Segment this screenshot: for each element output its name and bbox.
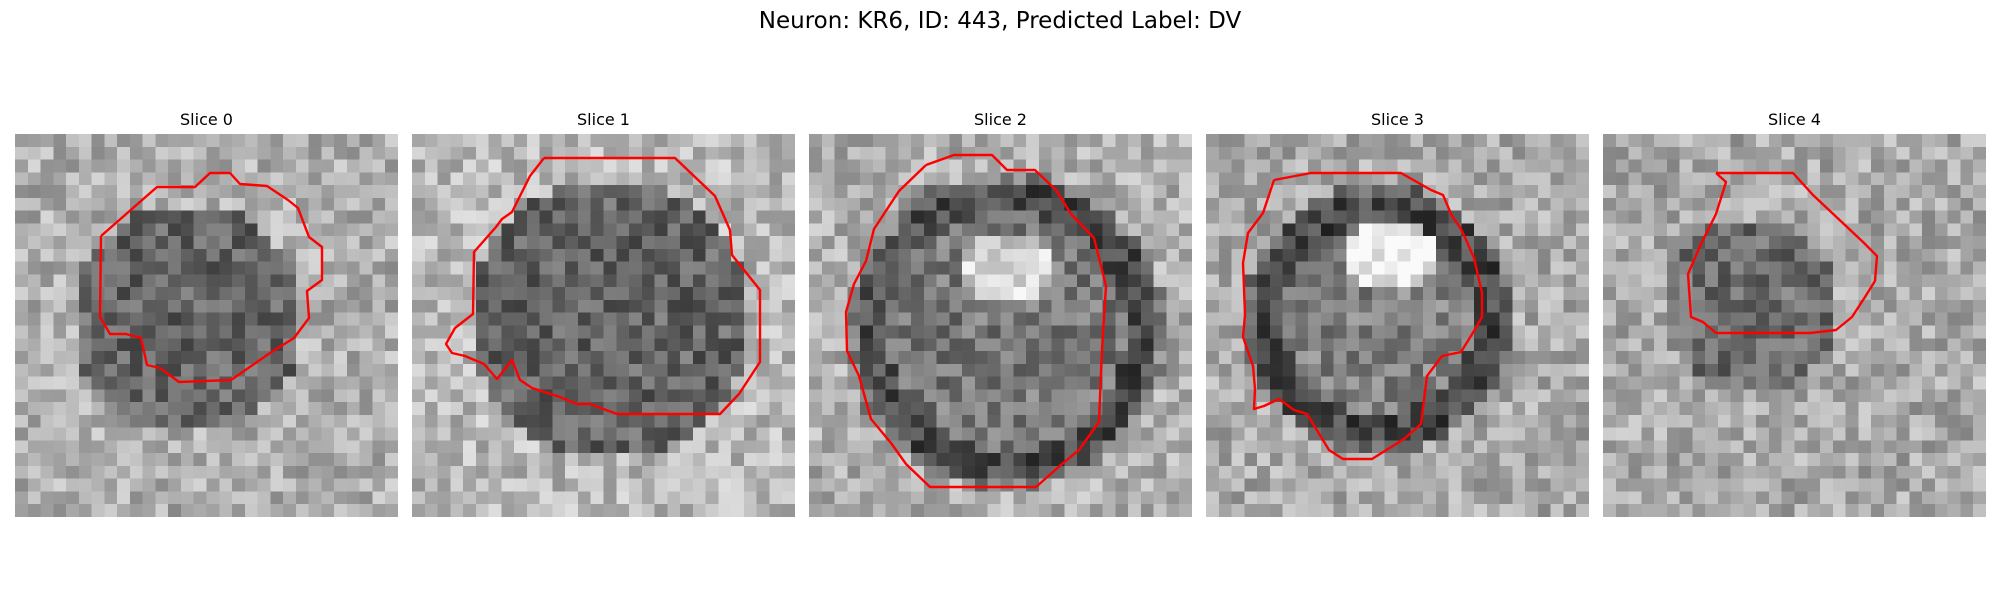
segmentation-outline-3 — [1241, 171, 1484, 461]
slice-title-1: Slice 1 — [577, 110, 630, 129]
slice-pixels-0 — [15, 134, 398, 517]
slice-title-4: Slice 4 — [1768, 110, 1821, 129]
slice-title-2: Slice 2 — [974, 110, 1027, 129]
slice-panel-1: Slice 1 — [412, 108, 795, 517]
slice-pixels-4 — [1603, 134, 1986, 517]
slice-title-3: Slice 3 — [1371, 110, 1424, 129]
slice-pixels-3 — [1206, 134, 1589, 517]
segmentation-outline-2 — [844, 153, 1108, 489]
slice-image-1 — [412, 134, 795, 517]
slice-panel-0: Slice 0 — [15, 108, 398, 517]
slice-panel-3: Slice 3 — [1206, 108, 1589, 517]
segmentation-outline-4 — [1686, 171, 1879, 335]
segmentation-outline-0 — [98, 171, 324, 384]
slice-image-3 — [1206, 134, 1589, 517]
slice-panel-4: Slice 4 — [1603, 108, 1986, 517]
slice-image-0 — [15, 134, 398, 517]
slice-panel-2: Slice 2 — [809, 108, 1192, 517]
slice-image-2 — [809, 134, 1192, 517]
slice-title-0: Slice 0 — [180, 110, 233, 129]
segmentation-outline-1 — [444, 156, 762, 416]
slice-image-4 — [1603, 134, 1986, 517]
slice-pixels-2 — [809, 134, 1192, 517]
figure-title: Neuron: KR6, ID: 443, Predicted Label: D… — [758, 8, 1242, 34]
slice-pixels-1 — [412, 134, 795, 517]
